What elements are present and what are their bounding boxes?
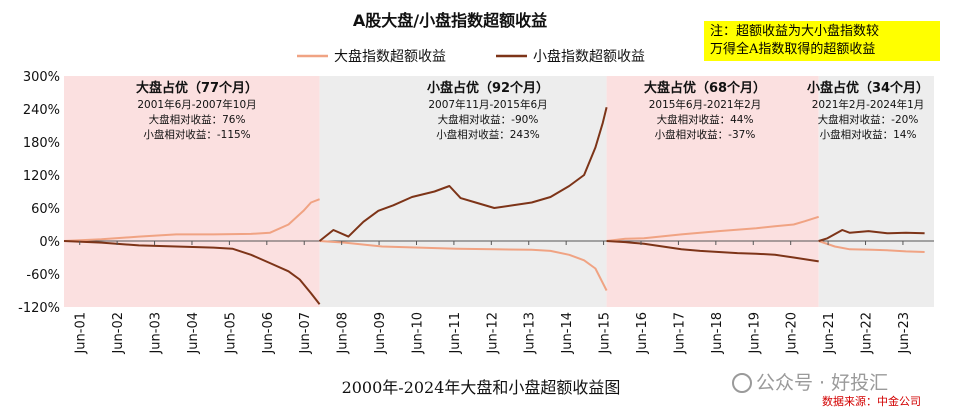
regime-small-return: 小盘相对收益：243% — [436, 128, 540, 141]
x-tick-label: Jun-09 — [373, 312, 388, 355]
x-tick-label: Jun-05 — [223, 312, 238, 355]
regime-title: 大盘占优（68个月） — [644, 80, 766, 96]
x-tick-label: Jun-15 — [598, 312, 613, 355]
regime-large-return: 大盘相对收益：44% — [657, 113, 754, 126]
chart-title: A股大盘/小盘指数超额收益 — [353, 11, 547, 30]
small-cap-line-segment-3 — [818, 229, 925, 242]
note-line-2: 万得全A指数取得的超额收益 — [710, 42, 876, 57]
note-line-1: 注：超额收益为大小盘指数较 — [710, 24, 880, 39]
watermark: 公众号 · 好投汇 — [732, 368, 888, 395]
x-tick-label: Jun-06 — [261, 312, 276, 355]
regime-large-return: 大盘相对收益：-20% — [818, 113, 919, 126]
x-tick-label: Jun-18 — [710, 312, 725, 355]
legend-label-large: 大盘指数超额收益 — [334, 48, 446, 65]
x-tick-label: Jun-13 — [523, 312, 538, 355]
regime-period: 2021年2月-2024年1月 — [812, 98, 925, 111]
regime-period: 2015年6月-2021年2月 — [649, 98, 762, 111]
regime-band-2 — [606, 76, 819, 307]
x-tick-label: Jun-07 — [298, 312, 313, 355]
source-note: 数据来源：中金公司 — [822, 395, 921, 408]
regime-large-return: 大盘相对收益：76% — [149, 113, 246, 126]
y-tick-label: -60% — [26, 268, 60, 283]
y-tick-label: 60% — [31, 202, 60, 217]
watermark-text: 公众号 · 好投汇 — [756, 372, 889, 394]
large-cap-line-segment-1 — [319, 240, 608, 291]
x-tick-label: Jun-08 — [336, 312, 351, 355]
regime-title: 小盘占优（34个月） — [807, 80, 929, 96]
large-cap-line-segment-3 — [818, 240, 925, 253]
regime-large-return: 大盘相对收益：-90% — [438, 113, 539, 126]
x-tick-label: Jun-12 — [485, 312, 500, 355]
regime-band-3 — [818, 76, 934, 307]
legend: 大盘指数超额收益 小盘指数超额收益 — [297, 48, 645, 65]
regime-small-return: 小盘相对收益：-115% — [143, 128, 250, 141]
y-tick-label: 120% — [23, 169, 60, 184]
legend-label-small: 小盘指数超额收益 — [533, 48, 645, 65]
x-tick-label: Jun-16 — [635, 312, 650, 355]
x-axis-ticks: Jun-01 Jun-02 Jun-03 Jun-04 Jun-05 Jun-06 Jun-… — [74, 241, 912, 355]
y-tick-label: 300% — [23, 70, 60, 85]
small-cap-line-segment-0 — [63, 240, 321, 305]
regime-small-return: 小盘相对收益：14% — [820, 128, 917, 141]
x-tick-label: Jun-11 — [448, 312, 463, 355]
regime-period: 2007年11月-2015年6月 — [428, 98, 547, 111]
figure-caption: 2000年-2024年大盘和小盘超额收益图 — [341, 378, 621, 397]
large-cap-line-segment-0 — [63, 198, 320, 242]
x-tick-label: Jun-21 — [822, 312, 837, 355]
x-tick-label: Jun-19 — [747, 312, 762, 355]
x-tick-label: Jun-01 — [74, 312, 89, 355]
large-cap-line-segment-2 — [606, 215, 820, 242]
regime-title: 大盘占优（77个月） — [136, 80, 258, 96]
small-cap-line-segment-1 — [318, 107, 608, 242]
y-tick-label: 180% — [23, 136, 60, 151]
regime-period: 2001年6月-2007年10月 — [137, 98, 256, 111]
x-tick-label: Jun-03 — [149, 312, 164, 355]
x-tick-label: Jun-20 — [785, 312, 800, 355]
series-lines — [63, 107, 925, 305]
regime-band-0 — [64, 76, 320, 307]
note-box: 注：超额收益为大小盘指数较 万得全A指数取得的超额收益 — [704, 21, 940, 61]
wechat-icon — [732, 373, 752, 393]
y-axis-ticks: -120% -60% 0% 60% 120% 180% 240% 300% — [18, 70, 60, 316]
regime-small-return: 小盘相对收益：-37% — [655, 128, 756, 141]
x-tick-label: Jun-23 — [897, 312, 912, 355]
y-tick-label: 0% — [39, 235, 60, 250]
x-tick-label: Jun-22 — [860, 312, 875, 355]
x-tick-label: Jun-04 — [186, 312, 201, 355]
regime-title: 小盘占优（92个月） — [427, 80, 549, 96]
x-tick-label: Jun-14 — [560, 312, 575, 355]
x-tick-label: Jun-10 — [410, 312, 425, 355]
y-tick-label: 240% — [23, 103, 60, 118]
y-tick-label: -120% — [18, 301, 60, 316]
x-tick-label: Jun-02 — [111, 312, 126, 355]
x-tick-label: Jun-17 — [672, 312, 687, 355]
